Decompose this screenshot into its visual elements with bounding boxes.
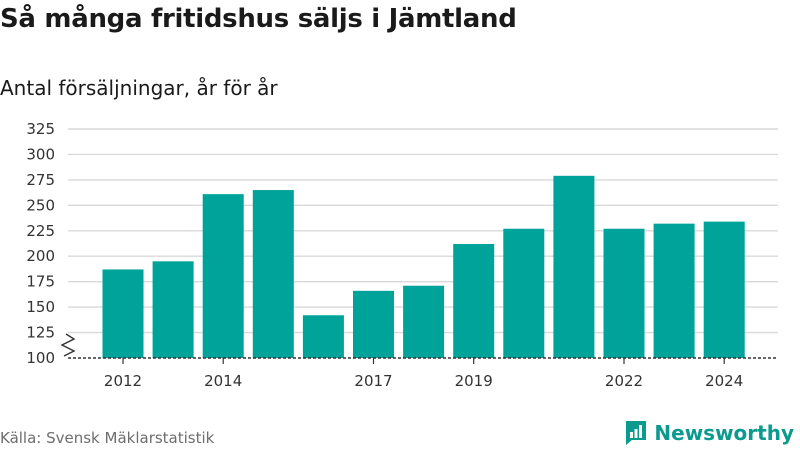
bar-2017 [353, 290, 394, 358]
chart-title: Så många fritidshus säljs i Jämtland [0, 4, 517, 34]
source-note: Källa: Svensk Mäklarstatistik [0, 429, 215, 447]
y-tick-label: 125 [26, 324, 55, 342]
newsworthy-logo-icon [626, 421, 647, 445]
y-tick-label: 150 [26, 298, 55, 316]
x-axis-ticks: 2012 2014 2017 2019 2022 2024 [104, 358, 743, 390]
brand-name: Newsworthy [654, 421, 794, 445]
bar-2024 [703, 221, 745, 358]
y-axis-ticks: 100 125 150 175 200 225 250 275 300 325 [26, 120, 55, 367]
y-tick-label: 200 [26, 247, 55, 265]
chart-subtitle: Antal försäljningar, år för år [0, 76, 278, 100]
bar-2014 [202, 194, 244, 358]
x-tick-label: 2024 [705, 372, 743, 390]
x-tick-label: 2012 [104, 372, 142, 390]
y-tick-label: 300 [26, 145, 55, 163]
x-tick-label: 2017 [354, 372, 392, 390]
bars [102, 175, 745, 358]
bar-2013 [152, 261, 194, 358]
y-tick-label: 175 [26, 273, 55, 291]
y-tick-label: 250 [26, 196, 55, 214]
x-tick-label: 2019 [455, 372, 493, 390]
bar-2023 [653, 223, 695, 358]
bar-2022 [603, 228, 645, 358]
y-tick-label: 325 [26, 120, 55, 138]
x-tick-label: 2022 [605, 372, 643, 390]
y-tick-label: 225 [26, 222, 55, 240]
y-tick-label: 100 [26, 349, 55, 367]
y-tick-label: 275 [26, 171, 55, 189]
x-tick-label: 2014 [204, 372, 242, 390]
bar-2020 [503, 228, 545, 358]
bar-2016 [302, 315, 344, 358]
bar-2015 [252, 190, 294, 358]
brand-logo: Newsworthy [624, 420, 794, 446]
axis-break-icon [60, 333, 76, 357]
bar-2019 [453, 244, 495, 358]
axis-break-icon [60, 333, 76, 357]
bar-2012 [102, 269, 144, 358]
bar-2021 [553, 175, 595, 358]
bar-2018 [403, 285, 445, 358]
